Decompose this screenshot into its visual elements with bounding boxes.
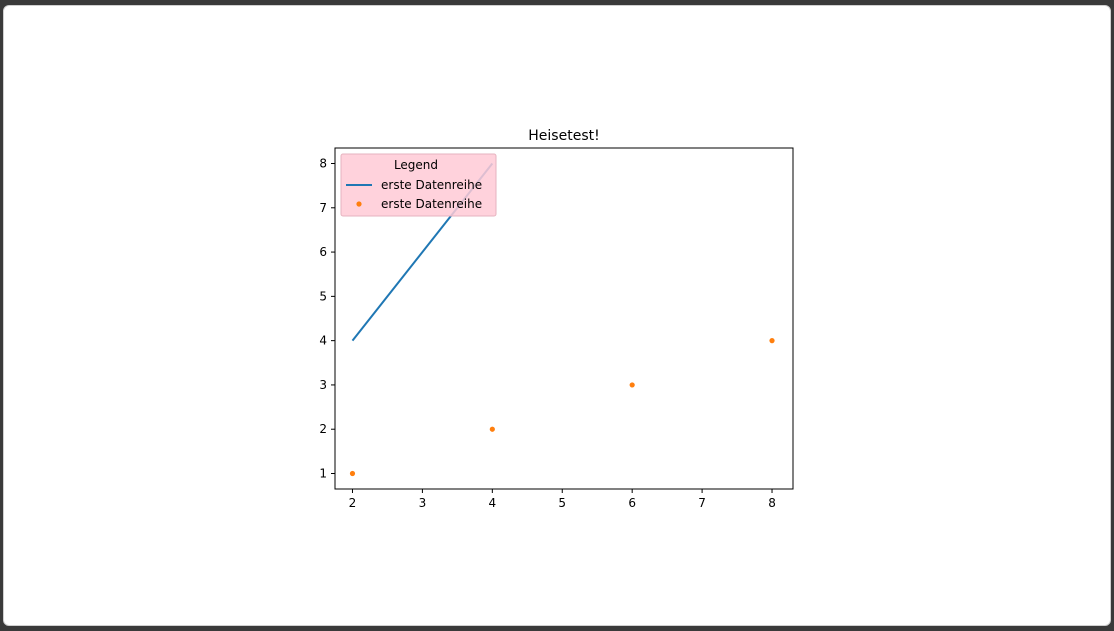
x-tick-label-5: 7 [698,496,706,510]
legend-label-1: erste Datenreihe [381,197,482,211]
y-tick-label-6: 7 [319,201,327,215]
y-tick-label-1: 2 [319,422,327,436]
y-tick-label-7: 8 [319,157,327,171]
legend-title: Legend [394,158,438,172]
y-tick-label-2: 3 [319,378,327,392]
legend: Legend erste Datenreihe erste Datenreihe [340,153,497,217]
chart-figure: Heisetest! 2 3 4 5 6 7 8 1 2 3 4 5 6 7 8 Legend erste … [319,128,794,511]
chart-title: Heisetest! [528,128,599,144]
axes-frame [334,147,794,490]
data-point-1-0 [349,470,356,477]
data-point-1-2 [629,382,635,388]
legend-entries: erste Datenreihe erste Datenreihe [346,178,482,211]
x-tick-label-3: 5 [558,496,566,510]
x-tick-label-6: 8 [768,496,776,510]
data-point-1-1 [489,426,495,432]
y-tick-label-5: 6 [319,245,327,259]
x-tick-label-0: 2 [349,496,357,510]
x-tick-label-1: 3 [419,496,427,510]
legend-label-0: erste Datenreihe [381,178,482,192]
y-tick-label-0: 1 [319,467,327,481]
data-point-1-3 [769,338,775,344]
axis-ticks: 2 3 4 5 6 7 8 1 2 3 4 5 6 7 8 [319,157,775,511]
x-tick-label-2: 4 [489,496,497,510]
figure-window: Heisetest! 2 3 4 5 6 7 8 1 2 3 4 5 6 7 8 Legend erste … [3,5,1111,626]
x-tick-label-4: 6 [628,496,636,510]
y-tick-label-3: 4 [319,334,327,348]
y-tick-label-4: 5 [319,289,327,303]
legend-box [340,153,497,217]
legend-point-marker-1 [356,201,362,207]
